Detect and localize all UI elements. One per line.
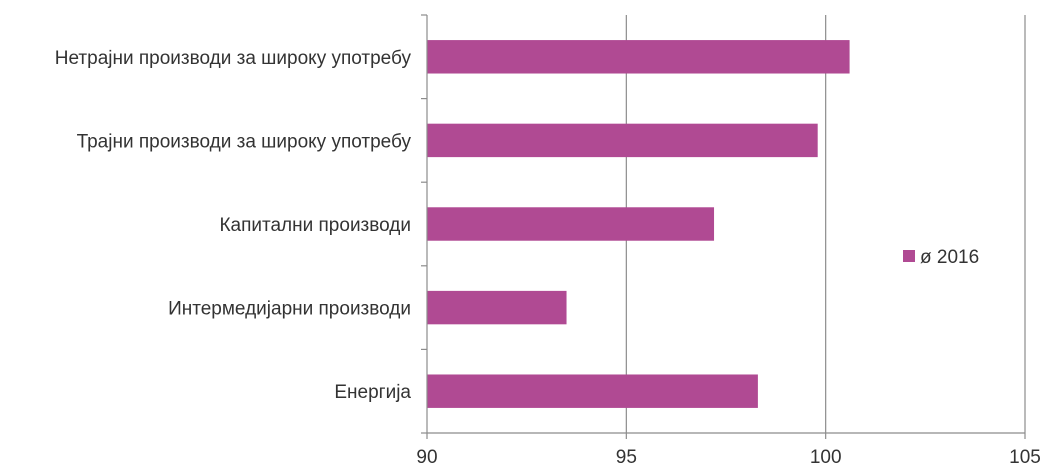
bar (427, 207, 715, 241)
bar (427, 374, 758, 408)
category-label: Нетрајни производи за широку употребу (55, 48, 412, 69)
category-label: Капитални производи (219, 215, 411, 236)
category-label: Енергија (334, 382, 411, 403)
x-tick-label: 100 (810, 447, 842, 468)
x-tick-label: 90 (416, 447, 437, 468)
legend-label: ø 2016 (920, 247, 979, 268)
legend: ø 2016 (903, 247, 979, 268)
x-tick-label: 105 (1009, 447, 1041, 468)
category-labels: Нетрајни производи за широку употребу Тра… (55, 48, 412, 403)
legend-swatch (903, 250, 915, 262)
x-tick-labels: 90 95 100 105 (416, 447, 1040, 468)
axes (421, 14, 1026, 439)
category-label: Трајни производи за широку употребу (77, 131, 412, 152)
bar (427, 290, 567, 325)
bar (427, 123, 818, 158)
x-tick-label: 95 (616, 447, 637, 468)
bars (427, 40, 850, 408)
bar (427, 40, 850, 74)
category-label: Интермедијарни производи (168, 299, 411, 320)
